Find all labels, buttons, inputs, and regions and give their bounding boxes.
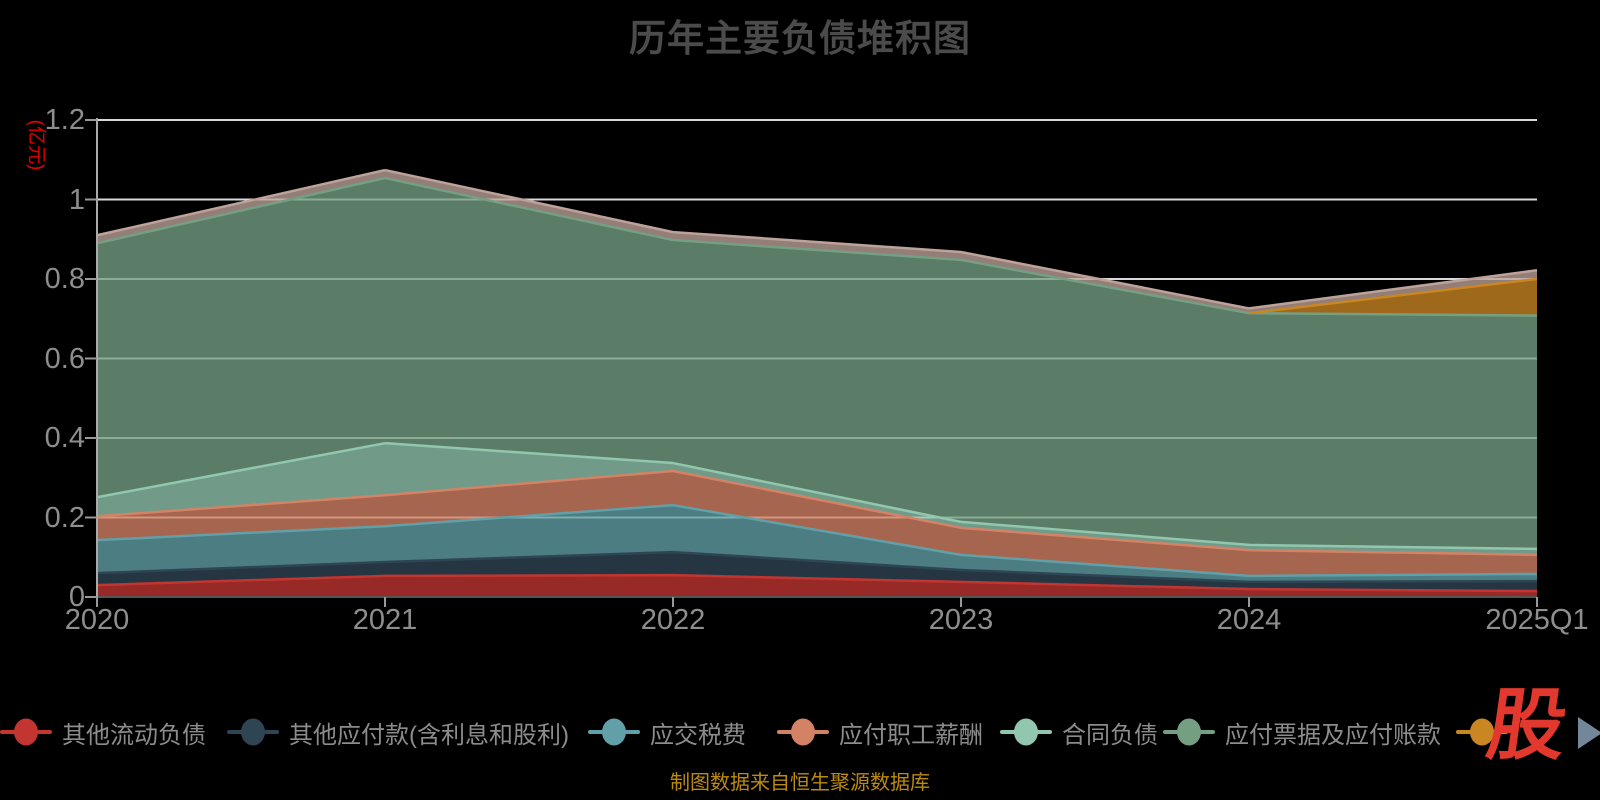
area-series-应付票据及应付账款[interactable] <box>97 178 1537 549</box>
line-series-应交税费 <box>96 503 1538 578</box>
x-axis-label: 2022 <box>640 604 706 636</box>
legend-label: 应付票据及应付账款 <box>1225 721 1441 749</box>
area-series-hidden-6[interactable] <box>97 178 1537 316</box>
legend-dot-icon <box>602 718 626 746</box>
line-series-其他应付款(含利息和股利) <box>96 550 1538 584</box>
legend-marker-icon <box>1163 718 1215 746</box>
y-axis-label: 0 <box>68 581 85 613</box>
legend-label: 应交税费 <box>650 721 746 749</box>
line-series-应付职工薪酬 <box>96 469 1538 557</box>
line-series-hidden-7 <box>96 168 1538 310</box>
legend-item-其他流动负债[interactable]: 其他流动负债 <box>0 708 206 756</box>
legend-label: 应付职工薪酬 <box>839 721 983 749</box>
legend-next-arrow-icon[interactable] <box>1578 717 1600 749</box>
y-axis-label: 1 <box>68 183 85 216</box>
x-axis-label: 2025Q1 <box>1485 604 1589 636</box>
y-axis-label: 0.6 <box>44 342 85 375</box>
legend-marker-icon <box>1456 718 1508 746</box>
legend-item-应付职工薪酬[interactable]: 应付职工薪酬 <box>777 708 983 756</box>
legend-dot-icon <box>1470 718 1494 746</box>
area-series-其他流动负债[interactable] <box>97 575 1537 597</box>
legend-item-hidden[interactable] <box>1456 708 1508 756</box>
legend-marker-icon <box>1000 718 1052 746</box>
legend-dot-icon <box>1014 718 1038 746</box>
legend-marker-icon <box>777 718 829 746</box>
line-series-hidden-6 <box>1248 277 1538 315</box>
legend-marker-icon <box>227 718 279 746</box>
legend-label: 合同负债 <box>1062 721 1158 749</box>
legend-item-合同负债[interactable]: 合同负债 <box>1000 708 1158 756</box>
chart-title: 历年主要负债堆积图 <box>629 18 971 59</box>
legend-dot-icon <box>791 718 815 746</box>
legend-dot-icon <box>241 718 265 746</box>
legend: 其他流动负债 其他应付款(含利息和股利) 应交税费 应付职工薪酬 合同负债 应付票据及应付… <box>0 708 1600 756</box>
y-axis-label: 0.2 <box>44 501 85 534</box>
data-source-note: 制图数据来自恒生聚源数据库 <box>670 772 930 794</box>
x-axis-label: 2021 <box>352 604 418 636</box>
area-series-应交税费[interactable] <box>97 505 1537 582</box>
line-series-其他流动负债 <box>96 573 1538 593</box>
y-axis-label: 1.2 <box>44 104 85 136</box>
area-series-应付职工薪酬[interactable] <box>97 470 1537 576</box>
logo-watermark: 股 <box>1481 681 1573 769</box>
legend-label: 其他应付款(含利息和股利) <box>289 721 569 749</box>
y-axis-label: 0.8 <box>44 263 85 295</box>
x-axis-label: 2023 <box>928 604 994 636</box>
legend-marker-icon <box>0 718 52 746</box>
legend-marker-icon <box>588 718 640 746</box>
line-series-合同负债 <box>96 441 1538 551</box>
legend-item-其他应付款(含利息和股利)[interactable]: 其他应付款(含利息和股利) <box>227 708 569 756</box>
legend-item-应交税费[interactable]: 应交税费 <box>588 708 746 756</box>
x-axis-label: 2024 <box>1216 604 1282 636</box>
legend-dot-icon <box>1177 718 1201 746</box>
legend-item-应付票据及应付账款[interactable]: 应付票据及应付账款 <box>1163 708 1441 756</box>
x-axis-label: 2020 <box>64 604 130 636</box>
legend-dot-icon <box>14 718 38 746</box>
area-series-其他应付款(含利息和股利)[interactable] <box>97 552 1537 592</box>
y-axis-label: 0.4 <box>44 422 85 454</box>
line-series-应付票据及应付账款 <box>96 176 1538 317</box>
legend-label: 其他流动负债 <box>62 721 206 749</box>
